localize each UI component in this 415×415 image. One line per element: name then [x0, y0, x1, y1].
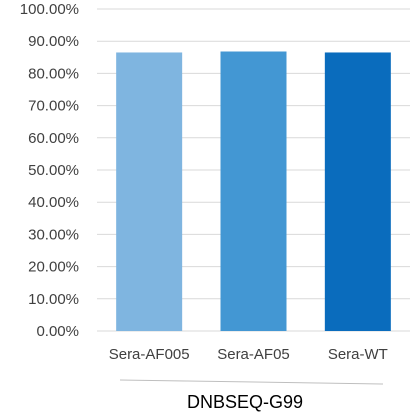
bar-sera-af005 [116, 52, 183, 331]
y-axis-tick-labels: 0.00% 10.00% 20.00% 30.00% 40.00% 50.00% 60.00… [20, 1, 79, 340]
x-category-label: Sera-WT [328, 346, 388, 363]
x-category-label: Sera-AF05 [217, 346, 290, 363]
y-tick-label: 80.00% [28, 65, 79, 82]
x-axis-category-labels: Sera-AF005 Sera-AF05 Sera-WT [109, 346, 388, 363]
bar-sera-wt [324, 52, 391, 331]
y-tick-label: 50.00% [28, 162, 79, 179]
y-tick-label: 0.00% [36, 323, 79, 340]
x-category-label: Sera-AF005 [109, 346, 190, 363]
bars [116, 51, 391, 332]
y-tick-label: 100.00% [20, 1, 79, 18]
y-tick-label: 40.00% [28, 194, 79, 211]
y-tick-label: 30.00% [28, 226, 79, 243]
y-tick-label: 70.00% [28, 98, 79, 115]
group-label: DNBSEQ-G99 [187, 392, 303, 412]
y-tick-label: 10.00% [28, 291, 79, 308]
y-tick-label: 60.00% [28, 130, 79, 147]
bar-sera-af05 [220, 51, 287, 332]
y-tick-label: 20.00% [28, 259, 79, 276]
y-tick-label: 90.00% [28, 33, 79, 50]
group-bracket-line [119, 379, 384, 385]
